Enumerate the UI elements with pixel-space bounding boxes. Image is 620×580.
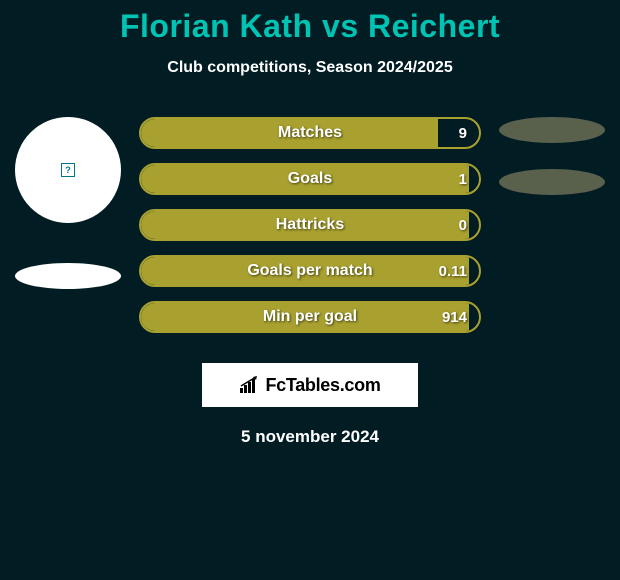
player-right-column: [492, 117, 612, 195]
stat-value: 0.11: [439, 257, 467, 285]
brand-box: FcTables.com: [202, 363, 418, 407]
stat-value: 9: [459, 119, 467, 147]
player-left-column: ?: [8, 117, 128, 289]
stat-value: 914: [442, 303, 467, 331]
brand-text: FcTables.com: [265, 375, 380, 396]
stat-row-min-per-goal: Min per goal914: [139, 301, 481, 333]
subtitle: Club competitions, Season 2024/2025: [0, 59, 620, 77]
stat-label: Goals: [141, 165, 479, 193]
stat-label: Hattricks: [141, 211, 479, 239]
stat-label: Matches: [141, 119, 479, 147]
stat-row-goals-per-match: Goals per match0.11: [139, 255, 481, 287]
stat-row-matches: Matches9: [139, 117, 481, 149]
player-left-shadow: [15, 263, 121, 289]
player-left-avatar: ?: [15, 117, 121, 223]
stat-value: 0: [459, 211, 467, 239]
stats-bars: Matches9Goals1Hattricks0Goals per match0…: [139, 117, 481, 333]
comparison-content: ? Matches9 Goals1 Hattricks0 Goals per matc…: [0, 117, 620, 333]
stat-label: Min per goal: [141, 303, 479, 331]
stat-label: Goals per match: [141, 257, 479, 285]
broken-image-icon: ?: [61, 163, 75, 177]
stat-row-hattricks: Hattricks0: [139, 209, 481, 241]
player-right-shadow-2: [499, 169, 605, 195]
page-title: Florian Kath vs Reichert: [0, 0, 620, 45]
stat-value: 1: [459, 165, 467, 193]
brand-chart-icon: [239, 376, 261, 394]
stat-row-goals: Goals1: [139, 163, 481, 195]
player-right-shadow-1: [499, 117, 605, 143]
date-text: 5 november 2024: [0, 427, 620, 447]
